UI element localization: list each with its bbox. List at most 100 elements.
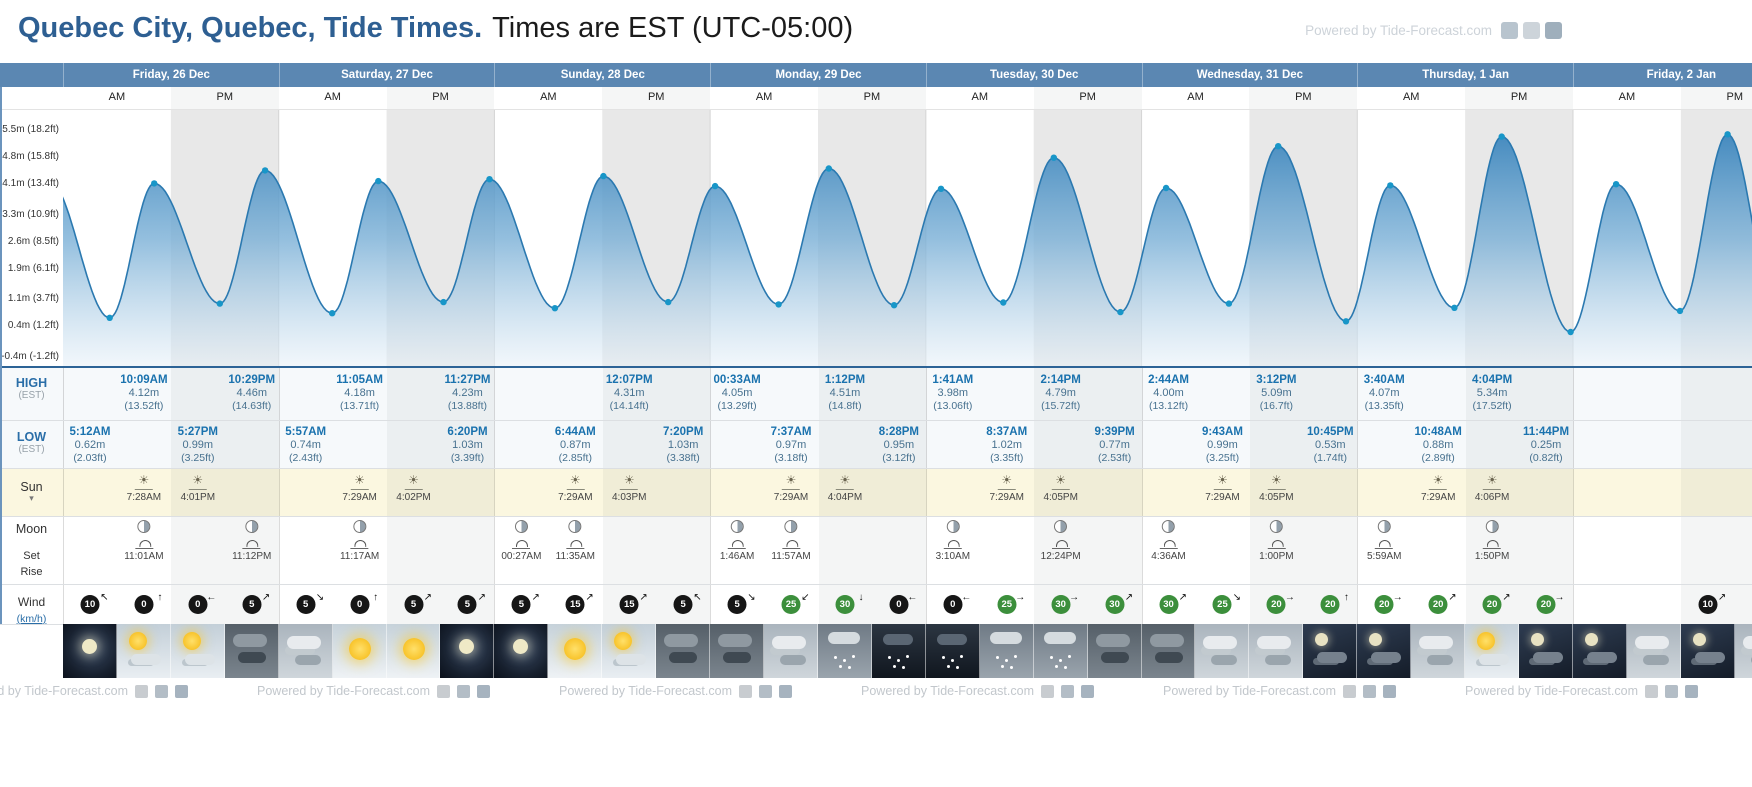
tide-extreme-dot xyxy=(1275,143,1282,150)
social-icon[interactable] xyxy=(175,684,188,698)
tide-height-m: 0.87m xyxy=(560,439,591,451)
social-icon[interactable] xyxy=(739,684,752,698)
sun-time: 4:01PM xyxy=(180,492,216,503)
y-axis-label: 4.1m (13.4ft) xyxy=(2,178,59,190)
tide-height-ft: (14.8ft) xyxy=(828,400,862,412)
social-icon[interactable] xyxy=(1363,684,1376,698)
tide-height-ft: (3.25ft) xyxy=(181,452,215,464)
sun-time: 4:06PM xyxy=(1474,492,1510,503)
tide-time: 2:44AM xyxy=(1148,374,1189,386)
tide-extreme-dot xyxy=(1342,318,1350,325)
tide-height-ft: (13.06ft) xyxy=(933,400,973,412)
wind-direction-arrow: ↑ xyxy=(157,592,163,603)
tide-height-ft: (2.85ft) xyxy=(558,452,592,464)
wind-direction-arrow: ↑ xyxy=(373,592,379,603)
day-header: Friday, 26 Dec xyxy=(63,63,279,87)
pm-label: PM xyxy=(863,91,881,103)
tide-time: 2:14PM xyxy=(1040,374,1081,386)
high-tide-entry: 00:33AM 4.05m (13.29ft) xyxy=(713,374,760,412)
low-tide-entry: 8:28PM 0.95m (3.12ft) xyxy=(879,426,919,464)
social-icon[interactable] xyxy=(1545,22,1562,39)
tide-height-m: 0.88m xyxy=(1422,439,1454,451)
tide-extreme-dot xyxy=(1162,184,1170,192)
tide-time: 8:37AM xyxy=(986,426,1028,438)
social-icon[interactable] xyxy=(779,684,792,698)
sunset-icon xyxy=(188,476,208,490)
pm-label: PM xyxy=(1726,91,1744,103)
social-icon[interactable] xyxy=(1685,684,1698,698)
am-label: AM xyxy=(1402,91,1420,103)
social-icon[interactable] xyxy=(1501,22,1518,39)
wind-unit-link[interactable]: (km/h) xyxy=(16,613,47,625)
social-icon[interactable] xyxy=(759,684,772,698)
social-icon[interactable] xyxy=(1383,684,1396,698)
tide-time: 10:09AM xyxy=(120,374,168,386)
social-icon[interactable] xyxy=(457,684,470,698)
tide-height-m: 1.03m xyxy=(667,439,699,451)
day-header: Thursday, 1 Jan xyxy=(1357,63,1573,87)
tide-height-m: 4.79m xyxy=(1045,387,1076,399)
weather-thumbnail xyxy=(1626,624,1681,678)
wind-row-label: Wind xyxy=(17,595,46,609)
social-icon[interactable] xyxy=(1061,684,1074,698)
tide-time: 1:12PM xyxy=(824,374,866,386)
social-icon[interactable] xyxy=(1041,684,1054,698)
moon-time: 11:01AM xyxy=(124,551,164,562)
social-icon[interactable] xyxy=(1523,22,1540,39)
social-icon[interactable] xyxy=(1645,684,1658,698)
sunset-entry: 4:02PM xyxy=(396,476,431,503)
moon-phase-icon xyxy=(784,520,798,533)
table-left-border xyxy=(0,87,2,624)
sunrise-icon xyxy=(781,476,801,490)
moon-set-label: Set xyxy=(23,550,40,562)
y-axis-label: 0.4m (1.2ft) xyxy=(7,320,59,332)
low-tide-entry: 5:12AM 0.62m (2.03ft) xyxy=(70,426,111,464)
tide-height-m: 1.02m xyxy=(991,439,1023,451)
tide-curve-svg xyxy=(63,110,1752,366)
weather-thumbnail xyxy=(817,624,872,678)
social-icon[interactable] xyxy=(477,684,490,698)
tide-extreme-dot xyxy=(1498,133,1505,140)
tide-time: 6:44AM xyxy=(554,426,596,438)
social-icon[interactable] xyxy=(437,684,450,698)
weather-thumbnail xyxy=(1141,624,1196,678)
moon-phase-icon xyxy=(1485,520,1499,533)
social-icon[interactable] xyxy=(1665,684,1678,698)
social-icon[interactable] xyxy=(155,684,168,698)
y-axis-label: 2.6m (8.5ft) xyxy=(7,235,59,247)
row-separator xyxy=(0,468,1752,469)
am-label: AM xyxy=(108,91,126,103)
tide-height-ft: (2.03ft) xyxy=(73,452,107,464)
wind-speed-badge: 5 ↖ xyxy=(673,592,702,614)
tide-time: 11:44PM xyxy=(1523,426,1570,438)
weather-thumbnail xyxy=(1249,624,1304,678)
pm-label: PM xyxy=(647,91,665,103)
low-tide-entry: 7:20PM 1.03m (3.38ft) xyxy=(663,426,703,464)
tide-extreme-dot xyxy=(261,167,269,174)
tide-height-m: 0.74m xyxy=(290,439,321,451)
social-icon[interactable] xyxy=(1343,684,1356,698)
moon-phase-icon xyxy=(1162,520,1176,533)
tide-extreme-dot xyxy=(825,165,832,172)
social-icon[interactable] xyxy=(1081,684,1094,698)
wind-direction-arrow: ↗ xyxy=(531,592,540,603)
moonset-icon xyxy=(1375,540,1394,549)
low-tide-entry: 9:39PM 0.77m (2.53ft) xyxy=(1094,426,1134,464)
moon-phase-icon xyxy=(137,520,151,533)
moon-time: 11:35AM xyxy=(555,551,595,562)
moonrise-entry: 1:50PM xyxy=(1475,520,1509,562)
low-tide-entry: 9:43AM 0.99m (3.25ft) xyxy=(1202,426,1243,464)
weather-thumbnail xyxy=(386,624,441,678)
day-column-band xyxy=(494,368,711,624)
footer-watermark: Powered by Tide-Forecast.com xyxy=(0,684,188,698)
social-icon[interactable] xyxy=(135,684,148,698)
wind-direction-arrow: ↖ xyxy=(100,592,109,603)
tide-height-ft: (13.12ft) xyxy=(1148,400,1189,412)
moonset-entry: 4:36AM xyxy=(1151,520,1186,562)
tide-height-ft: (3.39ft) xyxy=(450,452,485,464)
tide-chart: 6.3m (20.6ft)5.5m (18.2ft)4.8m (15.8ft)4… xyxy=(0,110,1752,368)
moonset-entry: 1:46AM xyxy=(720,520,754,562)
day-header: Tuesday, 30 Dec xyxy=(925,63,1142,87)
wind-speed-badge: 5 ↗ xyxy=(457,592,486,614)
tide-extreme-dot xyxy=(375,177,382,185)
